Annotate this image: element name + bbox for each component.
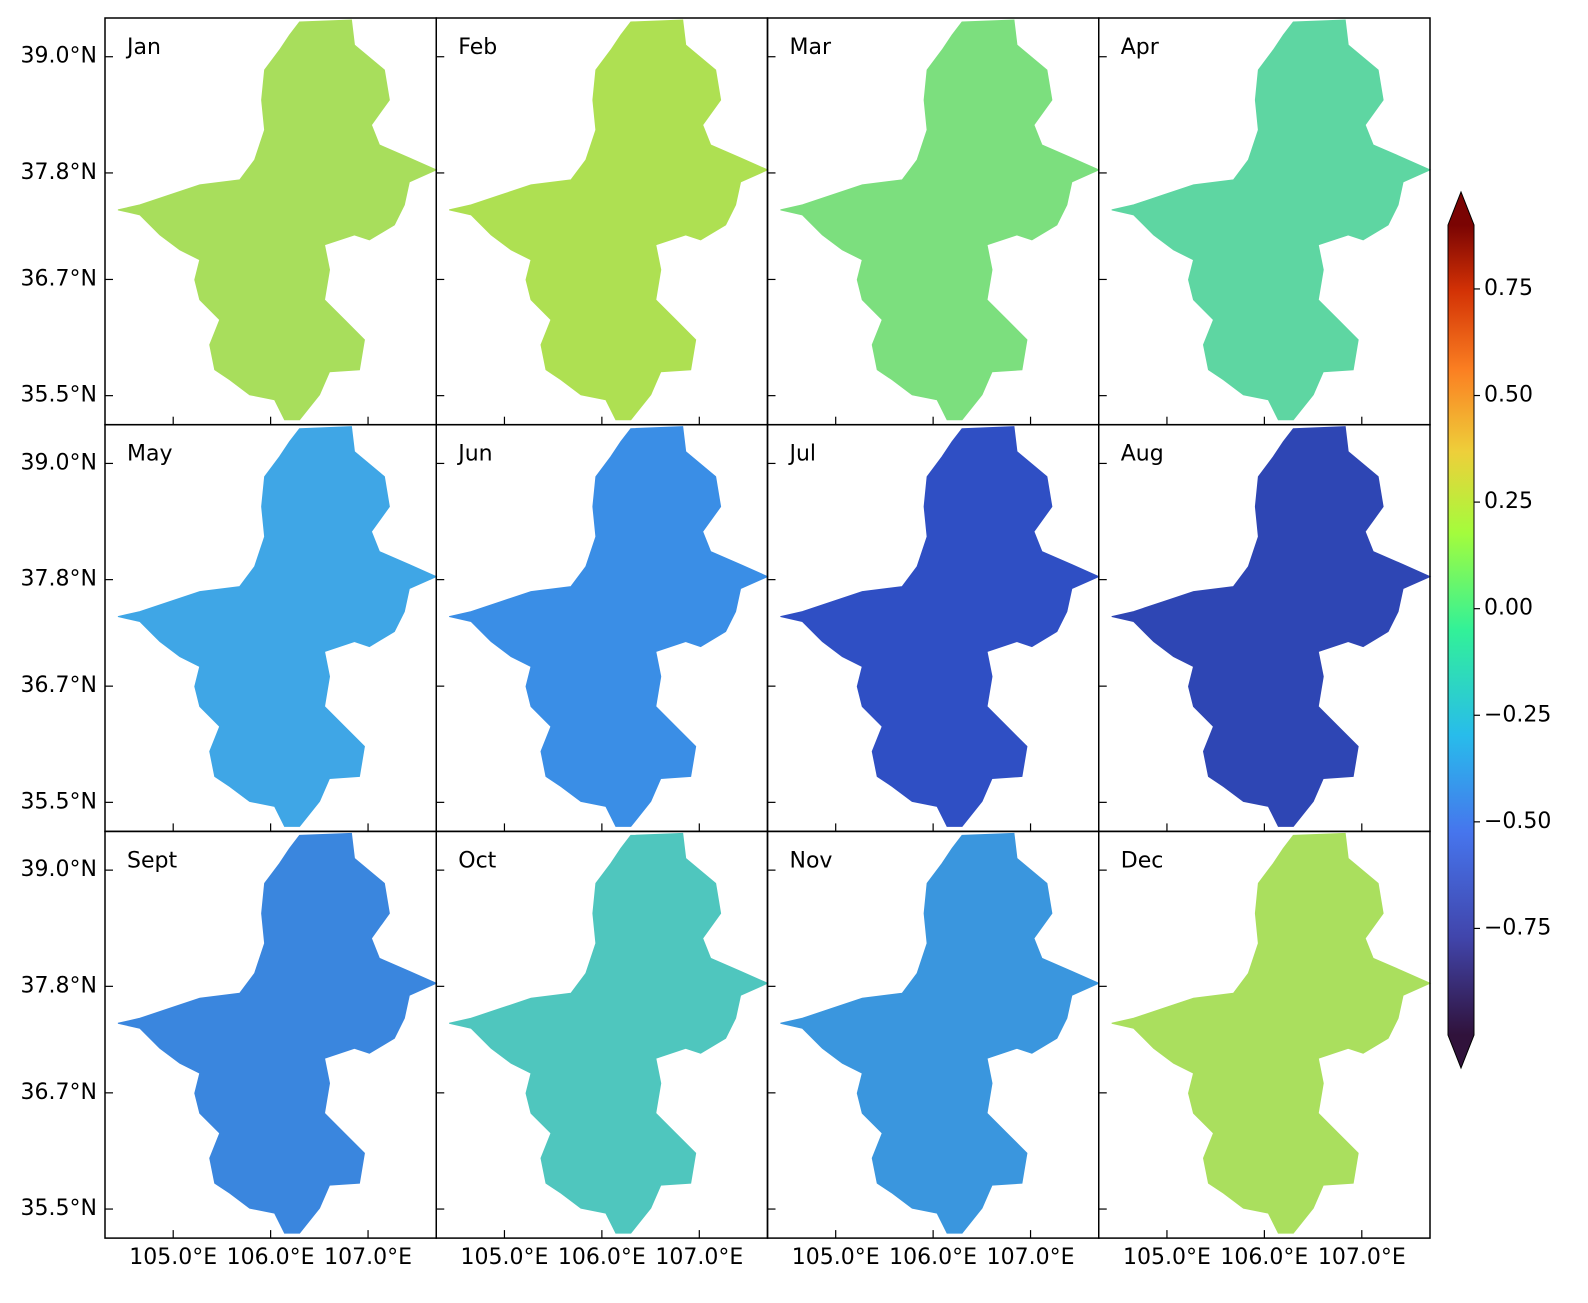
panel-label: May (127, 442, 172, 467)
x-tick-label: 106.0°E (227, 1245, 315, 1270)
panel-label: Jul (788, 442, 817, 467)
panel-label: Apr (1121, 35, 1160, 60)
colorbar-extend-bottom (1448, 1035, 1474, 1068)
region-map (780, 426, 1100, 827)
x-tick-label: 105.0°E (792, 1245, 880, 1270)
panel-label: Jan (125, 35, 161, 60)
x-tick-label: 105.0°E (461, 1245, 549, 1270)
y-tick-label: 36.7°N (21, 673, 97, 698)
y-tick-label: 39.0°N (21, 857, 97, 882)
region-map (780, 19, 1100, 421)
region-map (117, 19, 438, 421)
colorbar-tick-label: 0.75 (1484, 276, 1533, 301)
y-tick-label: 36.7°N (21, 1080, 97, 1105)
colorbar-tick-label: 0.50 (1484, 383, 1533, 408)
x-tick-label: 105.0°E (1123, 1245, 1211, 1270)
region-map (780, 832, 1100, 1234)
y-tick-label: 37.8°N (21, 160, 97, 185)
x-tick-label: 106.0°E (1220, 1245, 1308, 1270)
panel-label: Jun (456, 442, 492, 467)
colorbar-tick-label: −0.50 (1484, 809, 1551, 834)
x-tick-label: 106.0°E (558, 1245, 646, 1270)
x-tick-label: 107.0°E (655, 1245, 743, 1270)
y-tick-label: 37.8°N (21, 973, 97, 998)
region-map (449, 19, 769, 421)
x-tick-label: 107.0°E (1318, 1245, 1406, 1270)
panel-label: Nov (790, 848, 833, 873)
panel-frame (1098, 830, 1431, 1239)
y-tick-label: 39.0°N (21, 450, 97, 475)
colorbar (1448, 225, 1474, 1035)
region-map (1111, 832, 1432, 1234)
y-tick-label: 37.8°N (21, 567, 97, 592)
panel-label: Mar (790, 35, 832, 60)
panel-label: Sept (127, 848, 177, 873)
colorbar-extend-top (1448, 192, 1474, 225)
y-tick-label: 35.5°N (21, 383, 97, 408)
region-map (1111, 19, 1432, 421)
y-tick-label: 35.5°N (21, 1196, 97, 1221)
region-map (449, 426, 769, 827)
region-map (1111, 426, 1432, 827)
x-tick-label: 107.0°E (324, 1245, 412, 1270)
colorbar-tick-label: −0.25 (1484, 702, 1551, 727)
region-map (117, 832, 438, 1234)
y-tick-label: 39.0°N (21, 44, 97, 69)
x-tick-label: 105.0°E (129, 1245, 217, 1270)
colorbar-tick-label: −0.75 (1484, 915, 1551, 940)
panel-label: Feb (458, 35, 497, 60)
x-tick-label: 107.0°E (987, 1245, 1075, 1270)
panel-label: Dec (1121, 848, 1164, 873)
y-tick-label: 36.7°N (21, 266, 97, 291)
colorbar-tick-label: 0.00 (1484, 596, 1533, 621)
region-map (449, 832, 769, 1234)
colorbar-outline (1447, 190, 1475, 1070)
panel-label: Oct (458, 848, 496, 873)
panel-label: Aug (1121, 442, 1164, 467)
y-tick-label: 35.5°N (21, 789, 97, 814)
region-map (117, 426, 438, 827)
x-tick-label: 106.0°E (889, 1245, 977, 1270)
colorbar-tick-label: 0.25 (1484, 489, 1533, 514)
